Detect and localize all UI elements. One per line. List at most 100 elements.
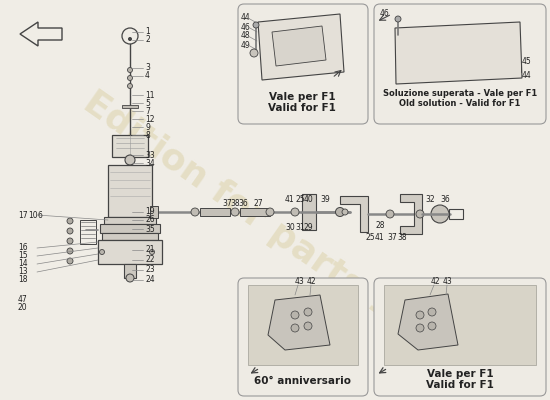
Circle shape (416, 324, 424, 332)
Circle shape (416, 210, 424, 218)
Circle shape (291, 208, 299, 216)
Text: 41: 41 (375, 234, 384, 242)
Text: 38: 38 (397, 234, 406, 242)
Text: 18: 18 (18, 276, 28, 284)
Bar (104, 217, 156, 224)
Bar (240, 208, 270, 216)
Polygon shape (395, 22, 522, 84)
Text: 45: 45 (522, 58, 532, 66)
Polygon shape (258, 14, 344, 80)
Circle shape (291, 324, 299, 332)
Text: 29: 29 (304, 224, 314, 232)
Text: 9: 9 (145, 122, 150, 132)
Circle shape (67, 248, 73, 254)
Text: 40: 40 (304, 196, 314, 204)
Text: Soluzione superata - Vale per F1: Soluzione superata - Vale per F1 (383, 88, 537, 98)
Text: 46: 46 (241, 22, 251, 32)
Text: 19: 19 (145, 208, 155, 216)
Polygon shape (398, 294, 458, 350)
Bar (102, 233, 158, 240)
Bar (150, 206, 158, 218)
Bar (384, 285, 536, 365)
Text: 38: 38 (230, 198, 240, 208)
Text: 30: 30 (285, 224, 295, 232)
Text: 47: 47 (18, 296, 28, 304)
Text: 1: 1 (145, 28, 150, 36)
Text: 43: 43 (295, 276, 305, 286)
Text: 33: 33 (145, 150, 155, 160)
Bar (302, 194, 316, 230)
Circle shape (250, 49, 258, 57)
Text: 25: 25 (295, 196, 305, 204)
Text: 43: 43 (443, 276, 453, 286)
Text: 41: 41 (285, 196, 295, 204)
Text: 14: 14 (18, 260, 28, 268)
Circle shape (291, 311, 299, 319)
Polygon shape (340, 196, 368, 232)
Circle shape (67, 258, 73, 264)
Circle shape (304, 308, 312, 316)
Text: Old solution - Valid for F1: Old solution - Valid for F1 (399, 100, 521, 108)
Text: 49: 49 (241, 40, 251, 50)
Circle shape (100, 250, 104, 254)
Polygon shape (400, 194, 422, 234)
Text: 26: 26 (145, 216, 155, 224)
Text: 22: 22 (145, 256, 155, 264)
Bar (80, 220, 96, 244)
Circle shape (428, 322, 436, 330)
Text: 23: 23 (145, 266, 155, 274)
Text: 48: 48 (241, 32, 251, 40)
FancyBboxPatch shape (374, 4, 546, 124)
Text: 44: 44 (241, 14, 251, 22)
Circle shape (128, 76, 133, 80)
Text: 32: 32 (425, 196, 435, 204)
Text: 24: 24 (145, 276, 155, 284)
Bar (124, 264, 136, 278)
Text: Valid for F1: Valid for F1 (426, 380, 494, 390)
Text: 12: 12 (145, 114, 155, 124)
Text: 31: 31 (295, 224, 305, 232)
Text: 15: 15 (18, 252, 28, 260)
Bar (248, 285, 358, 365)
Text: 36: 36 (440, 196, 450, 204)
Bar (449, 209, 463, 219)
Circle shape (67, 228, 73, 234)
Circle shape (336, 208, 344, 216)
Bar (108, 165, 152, 217)
Text: 28: 28 (375, 220, 384, 230)
Bar (98, 240, 162, 264)
Circle shape (342, 209, 348, 215)
Polygon shape (268, 295, 330, 350)
Circle shape (266, 208, 274, 216)
Text: 60° anniversario: 60° anniversario (255, 376, 351, 386)
Bar (200, 208, 230, 216)
Circle shape (128, 68, 133, 72)
Text: 34: 34 (145, 158, 155, 168)
Bar (122, 105, 138, 108)
Circle shape (395, 16, 401, 22)
Text: Valid for F1: Valid for F1 (268, 103, 336, 113)
Text: 10: 10 (28, 210, 37, 220)
Polygon shape (272, 26, 326, 66)
Circle shape (128, 84, 133, 88)
Text: 2: 2 (145, 36, 150, 44)
Circle shape (428, 308, 436, 316)
Text: 37: 37 (222, 198, 232, 208)
Circle shape (67, 218, 73, 224)
FancyBboxPatch shape (238, 278, 368, 396)
Circle shape (191, 208, 199, 216)
Text: 17: 17 (18, 210, 28, 220)
Circle shape (431, 205, 449, 223)
Text: Vale per F1: Vale per F1 (427, 369, 493, 379)
Bar (112, 135, 148, 157)
Circle shape (304, 322, 312, 330)
Text: 39: 39 (320, 196, 330, 204)
Circle shape (67, 238, 73, 244)
Text: 13: 13 (18, 268, 28, 276)
Circle shape (416, 311, 424, 319)
FancyBboxPatch shape (238, 4, 368, 124)
Circle shape (386, 210, 394, 218)
Circle shape (253, 22, 259, 28)
Text: 16: 16 (18, 244, 28, 252)
Text: 11: 11 (145, 90, 155, 100)
